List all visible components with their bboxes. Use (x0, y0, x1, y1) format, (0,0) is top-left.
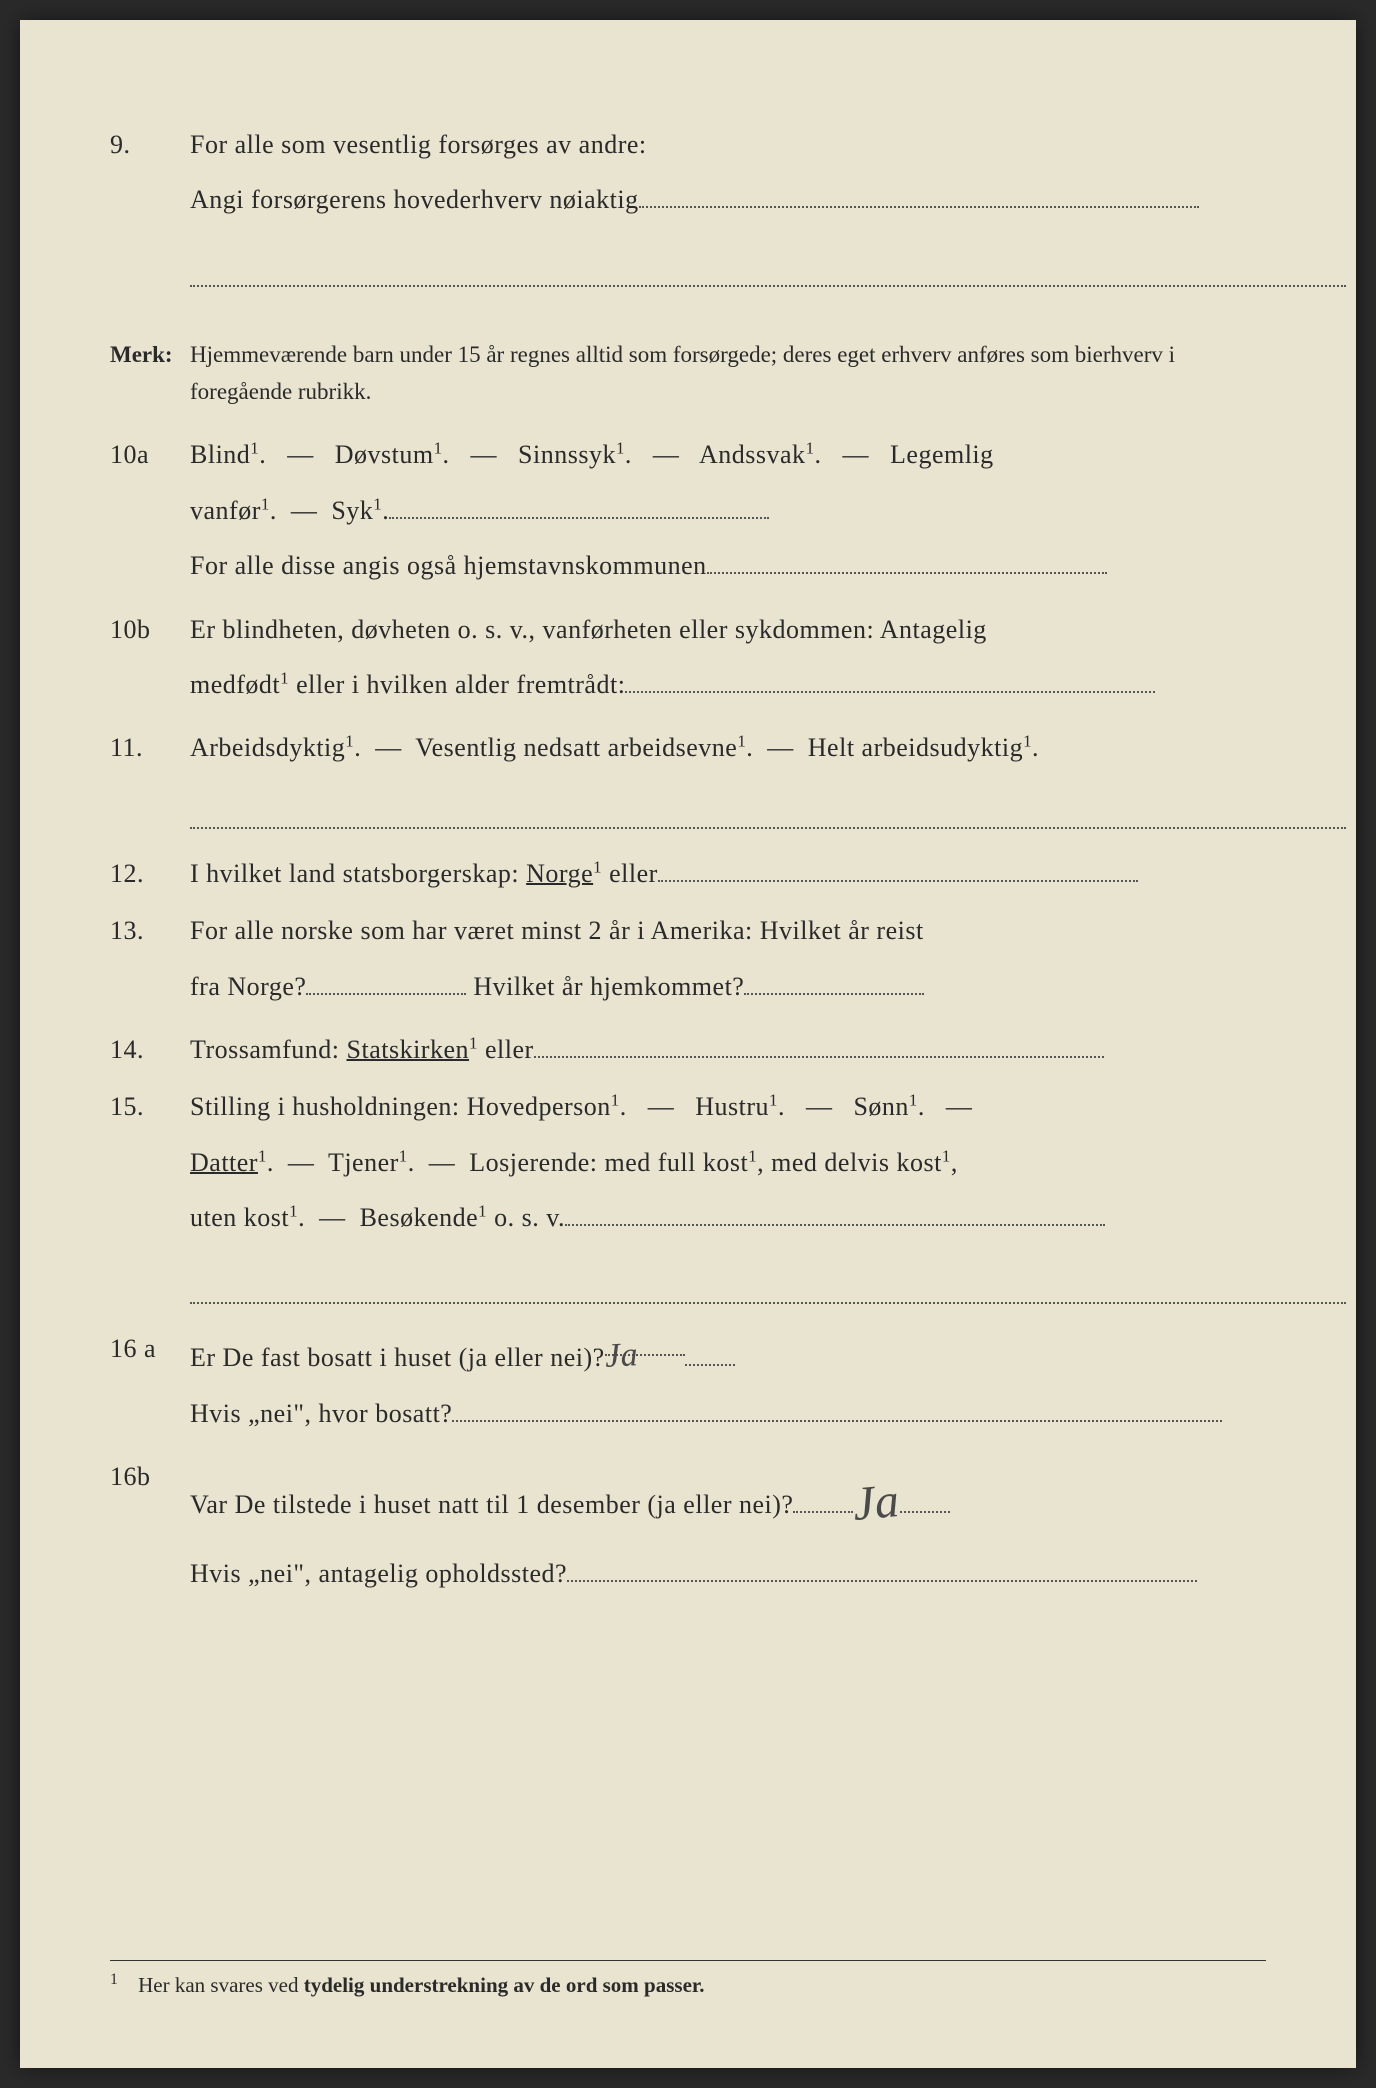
blank-line (567, 1551, 1197, 1582)
item-number: 15. (110, 1082, 190, 1248)
question-15: 15. Stilling i husholdningen: Hovedperso… (110, 1082, 1266, 1248)
q13-line2: fra Norge? Hvilket år hjemkommet? (190, 962, 1266, 1011)
q9-line2-text: Angi forsørgerens hovederhverv nøiaktig (190, 185, 639, 214)
item-number: 12. (110, 849, 190, 898)
question-11: 11. Arbeidsdyktig1. — Vesentlig nedsatt … (110, 723, 1266, 772)
merk-note: Merk: Hjemmeværende barn under 15 år reg… (110, 337, 1266, 411)
item-content: Trossamfund: Statskirken1 eller (190, 1025, 1266, 1074)
q10a-line1: Blind1. — Døvstum1. — Sinnssyk1. — Andss… (190, 430, 1266, 479)
document-page: 9. For alle som vesentlig forsørges av a… (20, 20, 1356, 2068)
blank-line (658, 851, 1138, 882)
question-13: 13. For alle norske som har været minst … (110, 906, 1266, 1017)
q16b-line1: Var De tilstede i huset natt til 1 desem… (190, 1452, 1266, 1543)
item-number: 10a (110, 430, 190, 596)
q15-line3: uten kost1. — Besøkende1 o. s. v. (190, 1193, 1266, 1242)
blank-full-line (190, 781, 1346, 829)
q13-line1: For alle norske som har været minst 2 år… (190, 906, 1266, 955)
q12-underlined: Norge (526, 859, 593, 888)
merk-label: Merk: (110, 337, 190, 411)
q16b-line2: Hvis „nei", antagelig opholdssted? (190, 1549, 1266, 1598)
footnote-bold: tydelig understrekning av de ord som pas… (304, 1973, 705, 1997)
item-content: I hvilket land statsborgerskap: Norge1 e… (190, 849, 1266, 898)
blank-line (389, 488, 769, 519)
footnote: 1 Her kan svares ved tydelig understrekn… (110, 1960, 1266, 1998)
item-content: Er De fast bosatt i huset (ja eller nei)… (190, 1324, 1266, 1444)
blank-line (900, 1482, 950, 1513)
q10a-line3: For alle disse angis også hjemstavnskomm… (190, 541, 1266, 590)
q10b-line2: medfødt1 eller i hvilken alder fremtrådt… (190, 660, 1266, 709)
blank-line (306, 963, 466, 994)
blank-line (707, 543, 1107, 574)
q9-line2: Angi forsørgerens hovederhverv nøiaktig (190, 175, 1266, 224)
q16a-line1: Er De fast bosatt i huset (ja eller nei)… (190, 1324, 1266, 1382)
blank-line (685, 1335, 735, 1366)
question-14: 14. Trossamfund: Statskirken1 eller (110, 1025, 1266, 1074)
merk-content: Hjemmeværende barn under 15 år regnes al… (190, 337, 1266, 411)
item-content: For alle norske som har været minst 2 år… (190, 906, 1266, 1017)
blank-line: Ja (605, 1324, 685, 1355)
q9-line1: For alle som vesentlig forsørges av andr… (190, 120, 1266, 169)
question-12: 12. I hvilket land statsborgerskap: Norg… (110, 849, 1266, 898)
q14-underlined: Statskirken (347, 1035, 470, 1064)
item-content: Stilling i husholdningen: Hovedperson1. … (190, 1082, 1266, 1248)
blank-line (744, 963, 924, 994)
item-number: 9. (110, 120, 190, 231)
blank-full-line (190, 1256, 1346, 1304)
blank-full-line (190, 239, 1346, 287)
item-content: Er blindheten, døvheten o. s. v., vanfør… (190, 605, 1266, 716)
item-number: 10b (110, 605, 190, 716)
question-10a: 10a Blind1. — Døvstum1. — Sinnssyk1. — A… (110, 430, 1266, 596)
handwritten-answer: Ja (603, 1324, 639, 1390)
item-content: Var De tilstede i huset natt til 1 desem… (190, 1452, 1266, 1605)
question-10b: 10b Er blindheten, døvheten o. s. v., va… (110, 605, 1266, 716)
q15-line2: Datter1. — Tjener1. — Losjerende: med fu… (190, 1138, 1266, 1187)
question-16b: 16b Var De tilstede i huset natt til 1 d… (110, 1452, 1266, 1605)
q15-underlined: Datter (190, 1148, 258, 1177)
footnote-text-a: Her kan svares ved (138, 1973, 304, 1997)
item-number: 16b (110, 1452, 190, 1605)
question-9: 9. For alle som vesentlig forsørges av a… (110, 120, 1266, 231)
blank-line (534, 1027, 1104, 1058)
item-number: 13. (110, 906, 190, 1017)
question-16a: 16 a Er De fast bosatt i huset (ja eller… (110, 1324, 1266, 1444)
blank-line (625, 662, 1155, 693)
item-content: For alle som vesentlig forsørges av andr… (190, 120, 1266, 231)
item-number: 14. (110, 1025, 190, 1074)
item-number: 11. (110, 723, 190, 772)
blank-line (639, 177, 1199, 208)
item-number: 16 a (110, 1324, 190, 1444)
q16a-line2: Hvis „nei", hvor bosatt? (190, 1389, 1266, 1438)
blank-line (793, 1482, 853, 1513)
item-content: Arbeidsdyktig1. — Vesentlig nedsatt arbe… (190, 723, 1266, 772)
q10b-line1: Er blindheten, døvheten o. s. v., vanfør… (190, 605, 1266, 654)
blank-line (565, 1195, 1105, 1226)
handwritten-answer: Ja (850, 1455, 904, 1550)
q15-line1: Stilling i husholdningen: Hovedperson1. … (190, 1082, 1266, 1131)
blank-line (452, 1391, 1222, 1422)
item-content: Blind1. — Døvstum1. — Sinnssyk1. — Andss… (190, 430, 1266, 596)
footnote-number: 1 (110, 1971, 118, 1988)
q10a-line2: vanfør1. — Syk1. (190, 486, 1266, 535)
